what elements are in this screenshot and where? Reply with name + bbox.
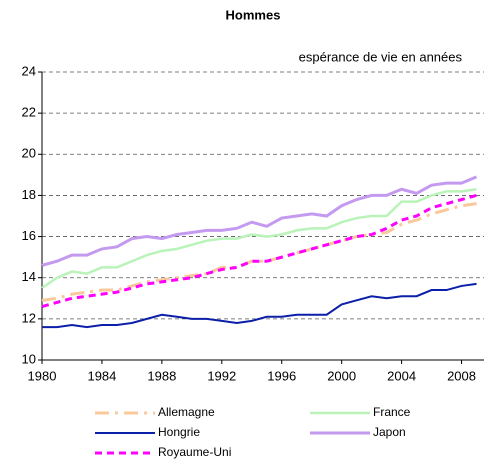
y-tick-label: 20 xyxy=(22,146,36,161)
series-line xyxy=(41,188,477,290)
x-tick-label: 1992 xyxy=(207,368,236,383)
y-tick-label: 14 xyxy=(22,269,36,284)
x-tick-label: 2000 xyxy=(327,368,356,383)
y-tick-label: 16 xyxy=(22,228,36,243)
series-line xyxy=(41,175,478,267)
x-tick-label: 1984 xyxy=(87,368,116,383)
legend-label: Japon xyxy=(373,425,406,439)
y-tick-label: 12 xyxy=(22,310,36,325)
x-tick-label: 2004 xyxy=(387,368,416,383)
chart-subtitle: espérance de vie en années xyxy=(299,49,463,64)
legend-label: Royaume-Uni xyxy=(158,445,231,459)
y-tick-label: 24 xyxy=(22,63,36,78)
y-tick-label: 10 xyxy=(22,351,36,366)
legend-label: Allemagne xyxy=(158,405,215,419)
x-tick-label: 2008 xyxy=(447,368,476,383)
legend-label: France xyxy=(373,405,411,419)
y-tick-label: 18 xyxy=(22,187,36,202)
series-line xyxy=(42,282,477,329)
y-tick-label: 22 xyxy=(22,105,36,120)
x-tick-label: 1980 xyxy=(28,368,57,383)
series-line xyxy=(41,193,477,308)
chart-title: Hommes xyxy=(226,7,281,22)
legend-label: Hongrie xyxy=(158,425,200,439)
x-tick-label: 1988 xyxy=(147,368,176,383)
series-line xyxy=(41,202,477,302)
x-tick-label: 1996 xyxy=(267,368,296,383)
